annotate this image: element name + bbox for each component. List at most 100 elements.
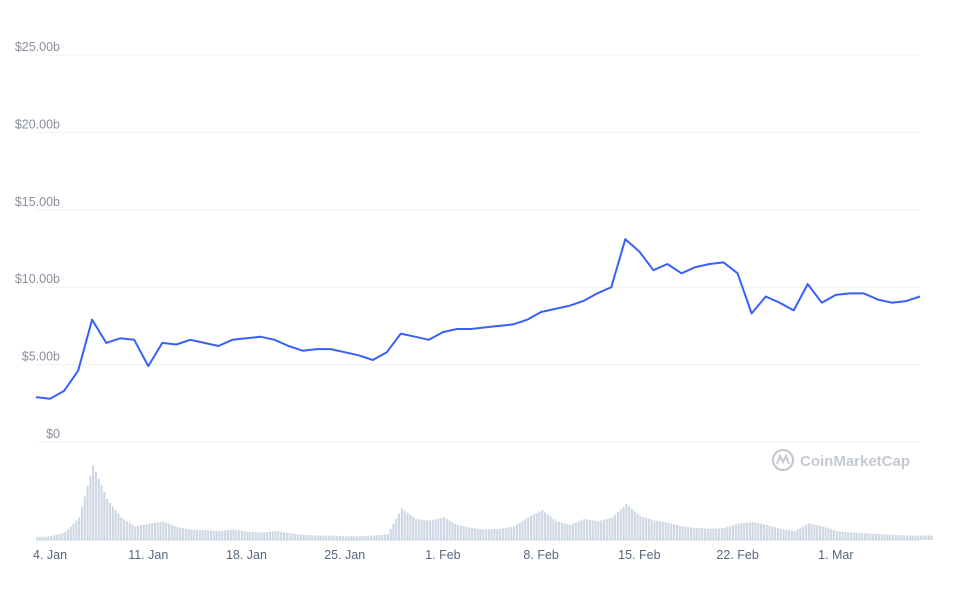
volume-bar bbox=[611, 517, 614, 540]
series-line bbox=[35, 238, 921, 400]
volume-bar bbox=[614, 514, 617, 540]
volume-bar bbox=[75, 520, 78, 540]
volume-bar bbox=[872, 533, 875, 540]
volume-bar bbox=[322, 535, 325, 540]
volume-bar bbox=[869, 533, 872, 540]
volume-bar bbox=[473, 528, 476, 540]
volume-bar bbox=[625, 504, 628, 540]
volume-bar bbox=[673, 524, 676, 540]
volume-bar bbox=[311, 535, 314, 540]
volume-bar bbox=[914, 535, 917, 540]
volume-bar bbox=[746, 522, 749, 540]
volume-bar bbox=[830, 529, 833, 540]
volume-bar bbox=[715, 528, 718, 540]
volume-bar bbox=[226, 530, 229, 540]
volume-bar bbox=[285, 532, 288, 540]
volume-bar bbox=[61, 533, 64, 540]
volume-bar bbox=[574, 522, 577, 540]
volume-bar bbox=[420, 519, 423, 540]
volume-bar bbox=[838, 531, 841, 540]
volume-bar bbox=[409, 514, 412, 540]
volume-bar bbox=[398, 513, 401, 540]
volume-bar bbox=[723, 528, 726, 540]
volume-bar bbox=[543, 512, 547, 540]
volume-bar bbox=[760, 523, 763, 540]
volume-bar bbox=[201, 530, 204, 540]
volume-bar bbox=[751, 522, 754, 540]
volume-bar bbox=[139, 525, 142, 540]
volume-bar bbox=[518, 522, 521, 540]
volume-bar bbox=[120, 517, 123, 540]
volume-bar bbox=[608, 518, 611, 540]
volume-bar bbox=[97, 478, 100, 540]
volume-bar bbox=[316, 535, 319, 540]
x-tick-label: 11. Jan bbox=[128, 548, 168, 562]
volume-bar bbox=[765, 525, 768, 540]
x-tick-label: 15. Feb bbox=[618, 548, 660, 562]
volume-bar bbox=[369, 535, 373, 540]
volume-bar bbox=[754, 522, 757, 540]
y-tick-label: $5.00b bbox=[22, 350, 60, 364]
volume-bar bbox=[232, 529, 235, 540]
volume-bar bbox=[861, 533, 864, 540]
volume-bar bbox=[445, 519, 448, 540]
volume-bar bbox=[650, 519, 653, 540]
volume-bar bbox=[325, 535, 328, 540]
volume-bar bbox=[816, 525, 819, 540]
volume-bar bbox=[594, 520, 597, 540]
volume-bar bbox=[510, 526, 513, 540]
volume-bar bbox=[729, 526, 732, 540]
volume-bar bbox=[630, 508, 634, 540]
volume-bar bbox=[482, 529, 485, 540]
volume-bar bbox=[774, 527, 777, 540]
y-axis-ticks: $0 $5.00b $10.00b $15.00b $20.00b $25.00b bbox=[15, 40, 60, 441]
volume-bar bbox=[804, 525, 808, 540]
volume-bar bbox=[176, 527, 179, 540]
volume-bar bbox=[810, 524, 813, 540]
volume-bar bbox=[299, 534, 302, 540]
volume-bar bbox=[364, 535, 367, 540]
volume-bar bbox=[240, 530, 243, 540]
volume-bar bbox=[580, 520, 583, 540]
watermark: CoinMarketCap bbox=[771, 448, 910, 472]
volume-bar bbox=[633, 511, 636, 540]
volume-bar bbox=[591, 520, 594, 540]
volume-bar bbox=[179, 527, 182, 540]
volume-bar bbox=[341, 536, 344, 540]
volume-bar bbox=[588, 519, 591, 540]
x-tick-label: 25. Jan bbox=[324, 548, 365, 562]
volume-bar bbox=[221, 530, 224, 540]
volume-bar bbox=[442, 517, 446, 540]
volume-bar bbox=[824, 527, 827, 540]
volume-bar bbox=[479, 528, 482, 540]
volume-bar bbox=[167, 523, 170, 540]
volume-bar bbox=[86, 486, 89, 540]
volume-bar bbox=[628, 506, 631, 540]
volume-bar bbox=[288, 533, 291, 540]
volume-bar bbox=[866, 533, 869, 540]
volume-bar bbox=[569, 525, 572, 540]
volume-bar bbox=[305, 534, 308, 540]
volume-bar bbox=[434, 519, 437, 540]
volume-bar bbox=[238, 530, 241, 540]
x-tick-label: 1. Mar bbox=[818, 548, 853, 562]
volume-bar bbox=[151, 523, 154, 540]
volume-bar bbox=[476, 528, 479, 540]
volume-bar bbox=[877, 534, 881, 540]
volume-bar bbox=[106, 498, 109, 540]
volume-bar bbox=[726, 527, 729, 540]
volume-bar bbox=[406, 512, 409, 540]
volume-bar bbox=[114, 510, 117, 540]
volume-bar bbox=[802, 526, 805, 540]
volume-bar bbox=[431, 519, 434, 540]
volume-bar bbox=[793, 531, 796, 540]
volume-bar bbox=[524, 519, 527, 540]
volume-bar bbox=[448, 520, 451, 540]
volume-bar bbox=[863, 533, 866, 540]
volume-bar bbox=[852, 532, 855, 540]
volume-bar bbox=[782, 529, 785, 540]
volume-bar bbox=[83, 496, 86, 540]
volume-bar bbox=[358, 536, 361, 540]
volume-bar bbox=[69, 526, 72, 540]
